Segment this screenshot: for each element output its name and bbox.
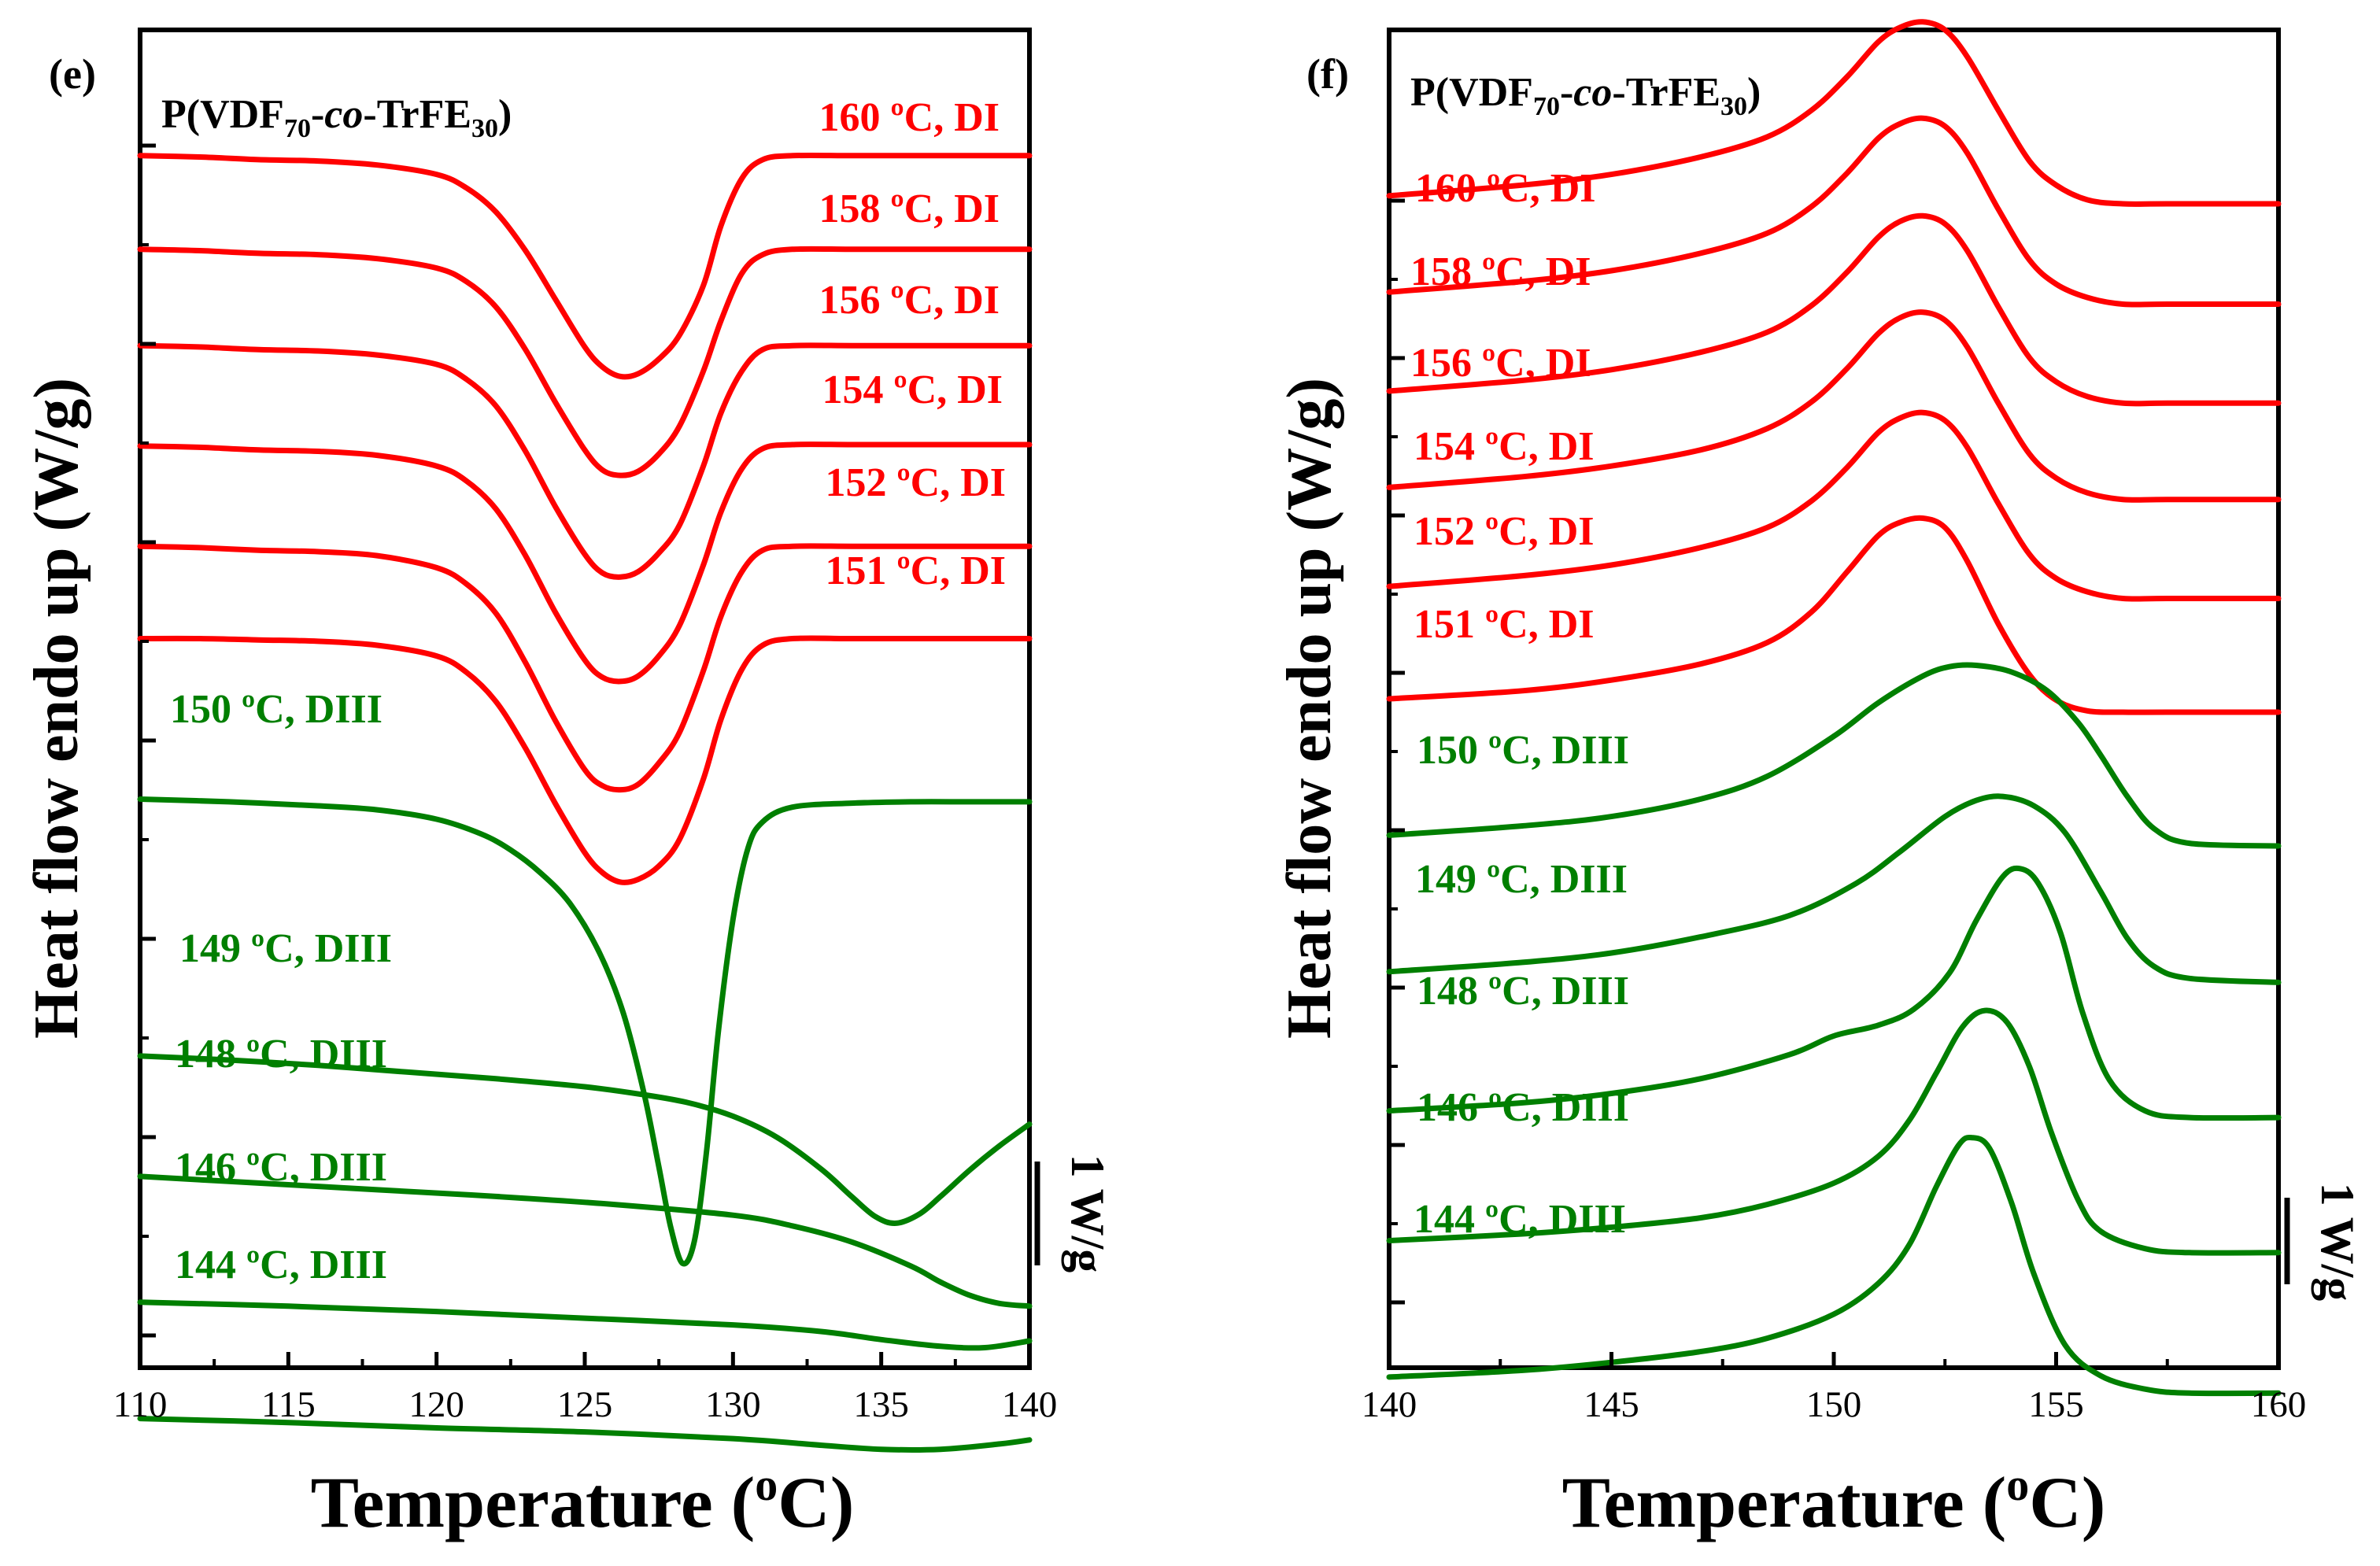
curve-label-f-146: 146 ºC, DIII (1417, 1085, 1629, 1130)
series-line-e-0 (137, 152, 1033, 380)
y-axis-ticks-e (140, 143, 156, 1338)
series-line-e-8 (137, 1173, 1033, 1309)
curve-label-f-151: 151 ºC, DI (1414, 602, 1595, 647)
panel-label-f: (f) (1306, 50, 1349, 98)
series-line-e-1 (137, 246, 1033, 478)
curve-label-e-148: 148 ºC, DIII (175, 1032, 387, 1077)
x-tick-label-e-0: 110 (113, 1384, 168, 1425)
series-line-e-3 (137, 441, 1033, 685)
series-line-f-3 (1386, 309, 2282, 503)
plot-area-e (137, 152, 1033, 1453)
series-line-f-6 (1386, 662, 2282, 849)
panel-e: 110 115 120 125 130 135 140 (e) P(VDF70-co-TrF… (22, 28, 1114, 1542)
x-tick-label-f-0: 140 (1362, 1384, 1417, 1425)
curve-label-e-156: 156 ºC, DI (819, 278, 1000, 323)
series-line-e-5 (137, 635, 1033, 885)
plot-area-f (1386, 19, 2282, 1397)
curve-label-e-151: 151 ºC, DI (825, 548, 1006, 593)
series-line-f-5 (1386, 515, 2282, 715)
curve-label-e-149: 149 ºC, DIII (179, 926, 392, 971)
series-line-e-7 (137, 1053, 1033, 1226)
y-axis-ticks-f (1389, 198, 1405, 1305)
series-line-f-0 (1386, 19, 2282, 207)
series-line-e-2 (137, 342, 1033, 580)
scale-bar-label-f: 1 W/g (2312, 1183, 2363, 1302)
curve-label-f-148: 148 ºC, DIII (1417, 969, 1629, 1014)
y-axis-title-e: Heat flow endo up (W/g) (22, 378, 91, 1039)
curve-label-f-144: 144 ºC, DIII (1414, 1197, 1626, 1242)
series-line-f-8 (1386, 865, 2282, 1121)
x-tick-label-f-2: 150 (1806, 1384, 1862, 1425)
curve-label-f-152: 152 ºC, DI (1414, 509, 1595, 554)
curve-label-f-158: 158 ºC, DI (1410, 249, 1591, 294)
series-line-f-2 (1386, 212, 2282, 407)
panel-label-e: (e) (49, 50, 96, 98)
curve-label-e-152: 152 ºC, DI (825, 460, 1006, 505)
x-axis-ticks-f: 140 145 150 155 160 (1362, 1352, 2307, 1425)
series-line-e-10 (137, 1416, 1033, 1453)
x-tick-label-e-5: 135 (853, 1384, 909, 1425)
x-tick-label-e-1: 115 (261, 1384, 316, 1425)
x-axis-title-e: Temperature (oC) (311, 1459, 855, 1542)
x-axis-title-f: Temperature (oC) (1562, 1459, 2106, 1542)
sample-title-f: P(VDF70-co-TrFE30) (1410, 70, 1761, 121)
series-line-f-7 (1386, 793, 2282, 985)
series-line-e-9 (137, 1299, 1033, 1351)
curve-label-f-150: 150 ºC, DIII (1417, 728, 1629, 773)
x-tick-label-f-4: 160 (2251, 1384, 2307, 1425)
curve-label-e-158: 158 ºC, DI (819, 187, 1000, 231)
x-axis-ticks-e: 110 115 120 125 130 135 140 (113, 1352, 1058, 1425)
panel-f: 140 145 150 155 160 (f) P(VDF70-co-TrFE30) 1… (1275, 19, 2363, 1542)
series-line-f-4 (1386, 409, 2282, 602)
curve-label-e-144: 144 ºC, DIII (175, 1243, 387, 1287)
series-line-f-1 (1386, 115, 2282, 308)
curve-label-e-160: 160 ºC, DI (819, 95, 1000, 140)
curve-label-f-154: 154 ºC, DI (1414, 424, 1595, 469)
curve-label-f-160: 160 ºC, DI (1415, 166, 1596, 211)
series-line-f-10 (1386, 1134, 2282, 1397)
x-tick-label-f-3: 155 (2028, 1384, 2084, 1425)
curve-label-e-150: 150 ºC, DIII (170, 687, 382, 732)
plot-frame-f (1387, 28, 2281, 1370)
curve-label-e-154: 154 ºC, DI (822, 367, 1003, 412)
x-tick-label-e-6: 140 (1002, 1384, 1058, 1425)
sample-title-e: P(VDF70-co-TrFE30) (161, 92, 512, 143)
series-line-e-4 (137, 543, 1033, 793)
x-tick-label-e-2: 120 (408, 1384, 464, 1425)
x-tick-label-e-4: 130 (705, 1384, 761, 1425)
x-tick-label-f-1: 145 (1584, 1384, 1639, 1425)
curve-label-f-149: 149 ºC, DIII (1415, 857, 1628, 902)
series-line-f-9 (1386, 1007, 2282, 1256)
curve-label-e-146: 146 ºC, DIII (175, 1145, 387, 1190)
y-axis-title-f: Heat flow endo up (W/g) (1275, 378, 1344, 1039)
curve-label-f-156: 156 ºC, DI (1410, 341, 1591, 386)
x-tick-label-e-3: 125 (557, 1384, 613, 1425)
scale-bar-label-e: 1 W/g (1062, 1154, 1114, 1273)
